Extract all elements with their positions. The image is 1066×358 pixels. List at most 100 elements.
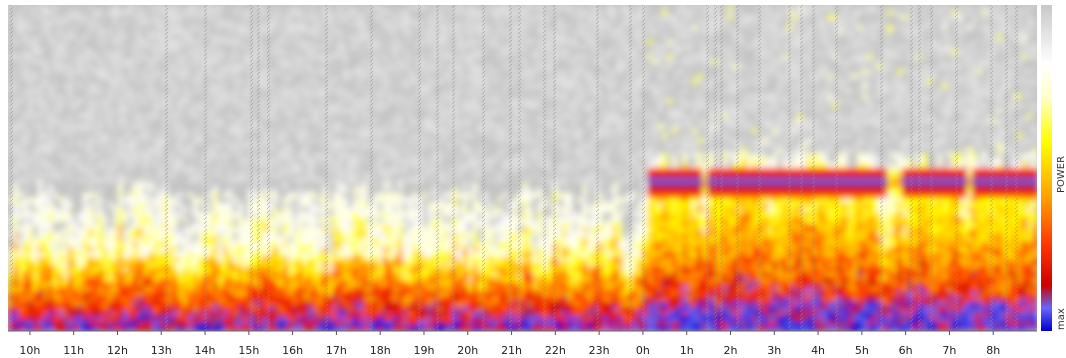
heat-cell bbox=[27, 24, 34, 31]
heat-cell bbox=[297, 54, 304, 60]
heat-cell bbox=[257, 187, 264, 194]
heat-cell bbox=[142, 163, 149, 169]
heat-cell bbox=[142, 242, 149, 248]
heat-cell bbox=[62, 128, 69, 135]
heat-cell bbox=[297, 296, 304, 302]
heat-cell bbox=[257, 296, 264, 302]
heat-cell bbox=[272, 163, 279, 169]
heat-cell bbox=[287, 163, 294, 169]
heat-cell bbox=[47, 286, 54, 293]
heat-cell bbox=[132, 247, 139, 253]
heat-cell bbox=[237, 118, 244, 125]
heat-cell bbox=[332, 207, 339, 214]
heat-cell bbox=[112, 84, 119, 90]
heat-cell bbox=[237, 266, 244, 273]
heat-cell bbox=[57, 202, 64, 209]
heat-cell bbox=[262, 237, 269, 243]
heat-cell bbox=[152, 291, 159, 298]
heat-cell bbox=[342, 266, 349, 273]
heat-cell bbox=[197, 148, 204, 154]
heat-cell bbox=[217, 103, 224, 110]
heat-cell bbox=[172, 222, 179, 228]
heat-cell bbox=[207, 261, 214, 268]
heat-cell bbox=[137, 103, 144, 110]
heat-cell bbox=[112, 212, 119, 218]
heat-cell bbox=[357, 286, 364, 293]
heat-cell bbox=[217, 207, 224, 214]
heat-cell bbox=[332, 79, 339, 85]
heat-cell bbox=[262, 311, 269, 317]
heat-cell bbox=[147, 5, 154, 11]
heat-cell bbox=[122, 74, 129, 80]
heat-cell bbox=[277, 88, 284, 95]
heat-cell bbox=[107, 192, 114, 199]
heat-cell bbox=[282, 247, 289, 253]
heat-cell bbox=[92, 98, 99, 105]
heat-cell bbox=[327, 133, 334, 139]
heat-cell bbox=[67, 168, 74, 174]
heat-cell bbox=[217, 212, 224, 218]
heat-cell bbox=[362, 148, 369, 154]
heat-cell bbox=[252, 163, 259, 169]
heat-cell bbox=[287, 217, 294, 223]
heat-cell bbox=[292, 34, 299, 41]
heat-cell bbox=[172, 291, 179, 298]
heat-cell bbox=[292, 88, 299, 95]
heat-cell bbox=[347, 251, 354, 258]
heat-cell bbox=[57, 108, 64, 115]
heat-cell bbox=[262, 222, 269, 228]
heat-cell bbox=[87, 54, 94, 60]
heat-cell bbox=[67, 19, 74, 26]
heat-cell bbox=[222, 306, 229, 312]
heat-cell bbox=[112, 103, 119, 110]
heat-cell bbox=[227, 291, 234, 298]
heat-cell bbox=[137, 118, 144, 125]
heat-cell bbox=[172, 172, 179, 179]
heat-cell bbox=[252, 326, 259, 331]
heat-cell bbox=[192, 281, 199, 288]
heat-cell bbox=[212, 9, 219, 16]
heat-cell bbox=[277, 227, 284, 233]
heat-cell bbox=[352, 69, 359, 75]
heat-cell bbox=[337, 168, 344, 174]
heat-cell bbox=[352, 316, 359, 322]
heat-cell bbox=[192, 108, 199, 115]
heat-cell bbox=[327, 138, 334, 144]
heat-cell bbox=[222, 69, 229, 75]
heat-cell bbox=[157, 182, 164, 189]
heat-cell bbox=[197, 197, 204, 204]
heat-cell bbox=[287, 207, 294, 214]
heat-cell bbox=[92, 69, 99, 75]
heat-cell bbox=[232, 64, 239, 70]
heat-cell bbox=[197, 182, 204, 189]
heat-cell bbox=[157, 88, 164, 95]
heat-cell bbox=[32, 261, 39, 268]
heat-cell bbox=[307, 118, 314, 125]
heat-cell bbox=[172, 212, 179, 218]
heat-cell bbox=[52, 212, 59, 218]
heat-cell bbox=[382, 187, 389, 194]
heat-cell bbox=[197, 281, 204, 288]
heat-cell bbox=[282, 192, 289, 199]
heat-cell bbox=[112, 296, 119, 302]
heat-cell bbox=[182, 14, 189, 21]
heat-cell bbox=[182, 44, 189, 51]
heat-cell bbox=[62, 202, 69, 209]
heat-cell bbox=[232, 217, 239, 223]
heat-cell bbox=[317, 291, 324, 298]
heat-cell bbox=[287, 276, 294, 283]
heat-cell bbox=[227, 84, 234, 90]
heat-cell bbox=[257, 14, 264, 21]
heat-cell bbox=[192, 271, 199, 278]
heat-cell bbox=[357, 98, 364, 105]
heat-cell bbox=[262, 232, 269, 238]
heat-cell bbox=[332, 103, 339, 110]
heat-cell bbox=[337, 276, 344, 283]
heat-cell bbox=[337, 24, 344, 31]
heat-cell bbox=[82, 34, 89, 41]
heat-cell bbox=[147, 296, 154, 302]
heat-cell bbox=[197, 84, 204, 90]
heat-cell bbox=[117, 301, 124, 307]
heat-cell bbox=[177, 44, 184, 51]
heat-cell bbox=[207, 242, 214, 248]
